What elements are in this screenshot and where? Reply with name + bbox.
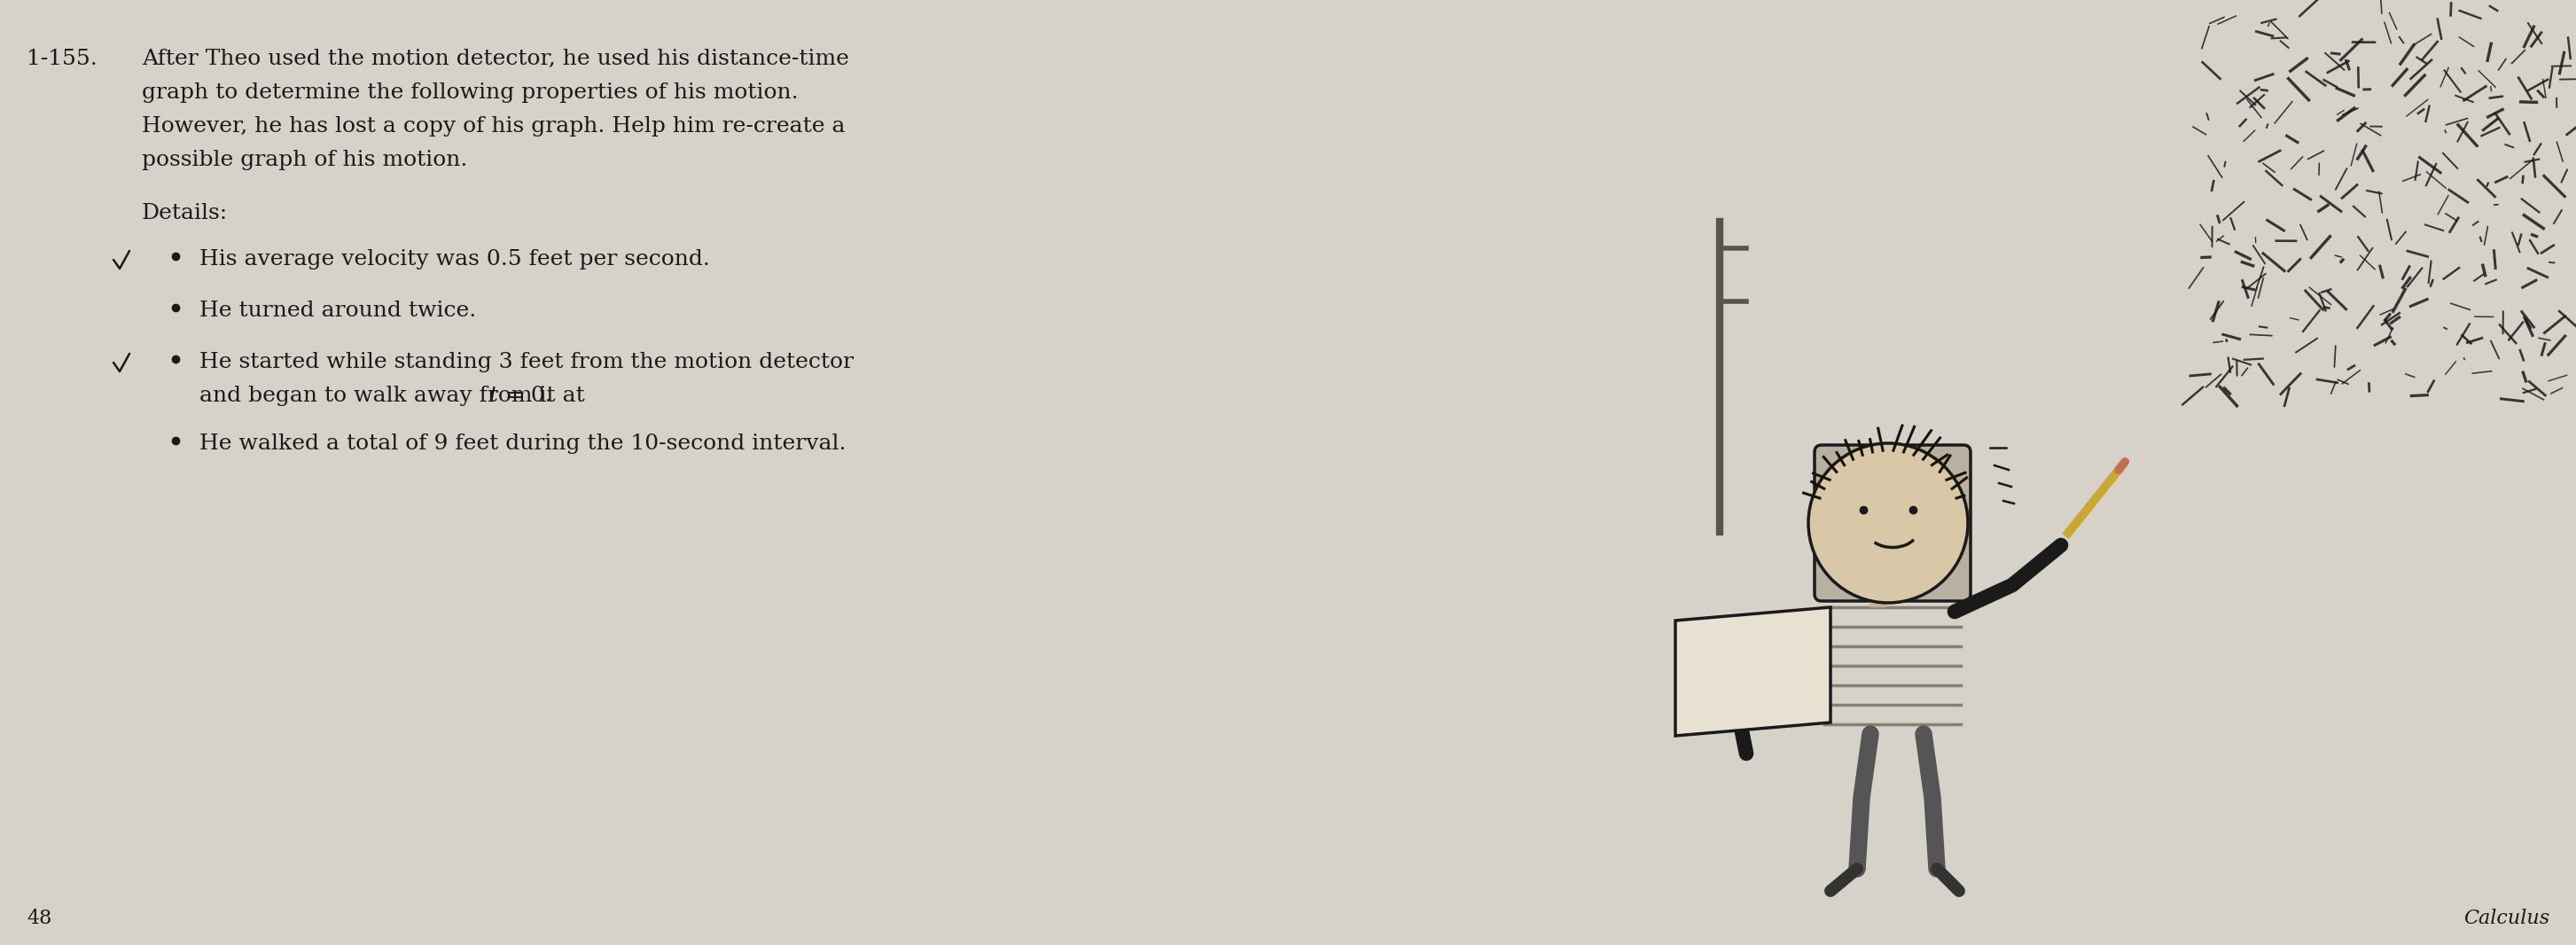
Text: = 0.: = 0.: [500, 386, 551, 406]
Text: He started while standing 3 feet from the motion detector: He started while standing 3 feet from th…: [198, 352, 853, 372]
Text: graph to determine the following properties of his motion.: graph to determine the following propert…: [142, 82, 799, 103]
Text: He walked a total of 9 feet during the 10-second interval.: He walked a total of 9 feet during the 1…: [198, 434, 845, 454]
FancyBboxPatch shape: [1814, 445, 1971, 601]
Text: t: t: [489, 386, 497, 406]
Text: Details:: Details:: [142, 203, 229, 223]
Text: 1-155.: 1-155.: [26, 49, 98, 69]
Text: and began to walk away from it at: and began to walk away from it at: [198, 386, 592, 406]
Text: possible graph of his motion.: possible graph of his motion.: [142, 150, 466, 170]
Text: 48: 48: [26, 909, 52, 928]
Text: He turned around twice.: He turned around twice.: [198, 301, 477, 321]
Text: However, he has lost a copy of his graph. Help him re-create a: However, he has lost a copy of his graph…: [142, 116, 845, 136]
Text: His average velocity was 0.5 feet per second.: His average velocity was 0.5 feet per se…: [198, 249, 711, 269]
Circle shape: [1808, 443, 1968, 603]
Text: Calculus: Calculus: [2463, 909, 2550, 928]
Polygon shape: [1674, 608, 1832, 736]
Text: After Theo used the motion detector, he used his distance-time: After Theo used the motion detector, he …: [142, 49, 850, 69]
